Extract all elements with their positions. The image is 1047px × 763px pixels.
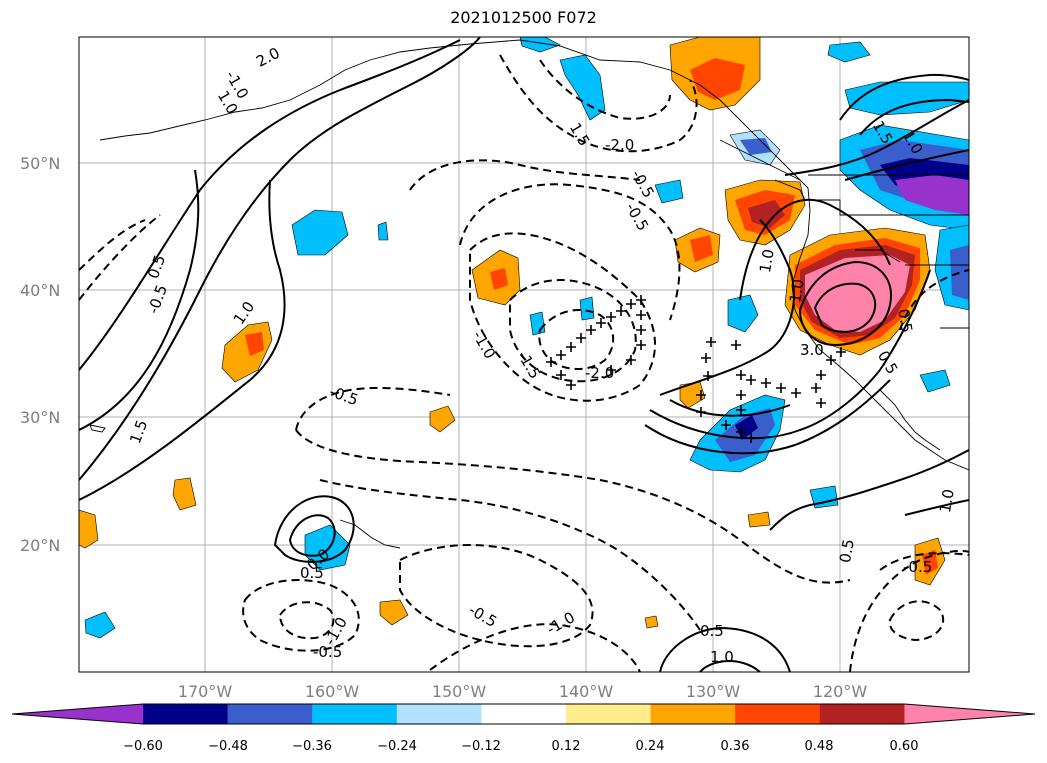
svg-text:0.48: 0.48 — [805, 739, 834, 754]
colorbar-tick-labels: −0.60 −0.48 −0.36 −0.24 −0.12 0.12 0.24 … — [123, 739, 918, 754]
svg-text:-2.0: -2.0 — [585, 364, 614, 382]
svg-text:3.0: 3.0 — [800, 341, 824, 359]
colorbar-segment — [312, 704, 398, 724]
svg-text:130°W: 130°W — [686, 682, 741, 701]
svg-text:0.5: 0.5 — [894, 307, 916, 334]
svg-text:−0.60: −0.60 — [123, 739, 163, 754]
svg-text:−0.48: −0.48 — [208, 739, 248, 754]
svg-text:40°N: 40°N — [20, 281, 60, 300]
svg-text:1.0: 1.0 — [710, 648, 734, 666]
svg-text:170°W: 170°W — [178, 682, 233, 701]
svg-text:1.0: 1.0 — [756, 248, 778, 275]
svg-text:-0.5: -0.5 — [903, 558, 932, 576]
colorbar-segment — [819, 704, 905, 724]
svg-text:150°W: 150°W — [432, 682, 487, 701]
svg-text:1.0: 1.0 — [786, 278, 808, 305]
svg-text:160°W: 160°W — [305, 682, 360, 701]
svg-text:0.60: 0.60 — [890, 739, 919, 754]
svg-text:20°N: 20°N — [20, 536, 60, 555]
colorbar-outline — [11, 703, 1036, 725]
negative-contours — [79, 54, 969, 672]
colorbar — [11, 703, 1036, 725]
map-border — [78, 36, 970, 673]
colorbar-segment — [481, 704, 567, 724]
colorbar-extend-max — [904, 704, 1035, 724]
svg-text:0.12: 0.12 — [552, 739, 581, 754]
longitude-labels: 170°W 160°W 150°W 140°W 130°W 120°W — [178, 682, 868, 701]
positive-contours — [79, 37, 969, 672]
svg-text:120°W: 120°W — [813, 682, 868, 701]
colorbar-segment — [227, 704, 313, 724]
map-title: 2021012500 F072 — [450, 8, 597, 27]
svg-text:0.24: 0.24 — [636, 739, 665, 754]
svg-text:0.5: 0.5 — [700, 622, 724, 640]
svg-text:140°W: 140°W — [559, 682, 614, 701]
colorbar-segment — [566, 704, 652, 724]
svg-text:1.0: 1.0 — [936, 488, 958, 515]
shaded-fields — [79, 37, 969, 639]
svg-text:0.5: 0.5 — [300, 564, 324, 582]
svg-text:−0.36: −0.36 — [292, 739, 332, 754]
colorbar-extend-min — [12, 704, 143, 724]
svg-text:-0.5: -0.5 — [313, 643, 342, 661]
significance-markers — [546, 295, 846, 443]
svg-text:30°N: 30°N — [20, 408, 60, 427]
coastlines — [89, 39, 969, 549]
latitude-labels: 50°N 40°N 30°N 20°N — [20, 154, 60, 555]
svg-text:−0.12: −0.12 — [461, 739, 501, 754]
colorbar-segment — [650, 704, 736, 724]
colorbar-segment — [735, 704, 821, 724]
svg-text:-2.0: -2.0 — [605, 136, 634, 154]
svg-text:−0.24: −0.24 — [377, 739, 417, 754]
svg-text:0.36: 0.36 — [721, 739, 750, 754]
colorbar-segment — [143, 704, 229, 724]
svg-text:0.5: 0.5 — [836, 538, 858, 565]
svg-text:50°N: 50°N — [20, 154, 60, 173]
colorbar-segment — [396, 704, 482, 724]
